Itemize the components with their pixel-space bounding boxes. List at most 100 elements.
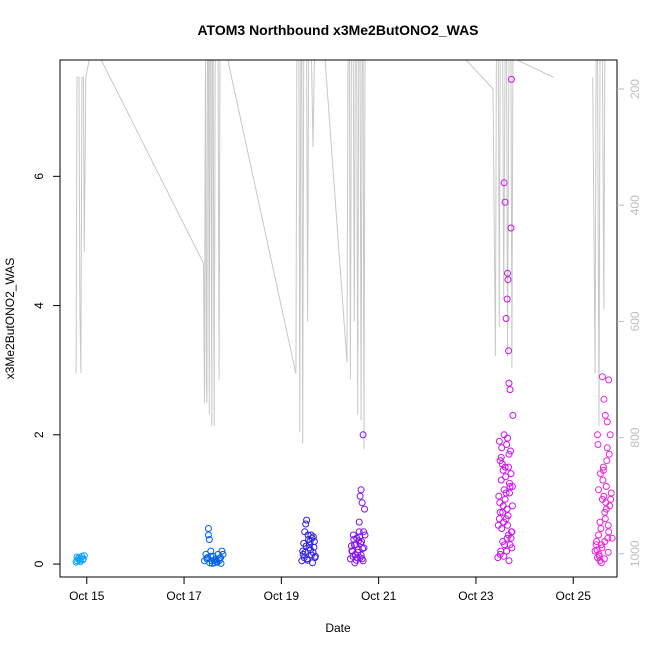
x-tick-label: Oct 25: [556, 589, 592, 603]
data-point: [350, 536, 358, 543]
data-point: [608, 534, 616, 542]
y2-tick-label: 600: [628, 311, 642, 331]
data-point: [594, 441, 602, 448]
data-point: [361, 505, 368, 513]
y-tick-label: 4: [32, 302, 46, 309]
data-point: [598, 373, 606, 381]
data-point: [498, 460, 506, 468]
pressure-line-layer: [75, 60, 608, 450]
data-point: [602, 505, 610, 513]
data-point: [502, 515, 510, 523]
data-point: [348, 547, 356, 555]
data-point: [597, 525, 605, 532]
data-point: [311, 554, 319, 562]
plot-frame: [59, 59, 618, 578]
data-point: [601, 411, 609, 419]
data-point: [507, 75, 515, 83]
data-point: [596, 557, 604, 565]
data-point: [500, 179, 508, 187]
data-point: [359, 431, 367, 439]
data-point: [596, 518, 604, 526]
data-point: [501, 198, 509, 206]
data-point: [299, 550, 307, 558]
x-tick-label: Oct 15: [69, 589, 105, 603]
data-point: [507, 447, 514, 455]
data-point: [219, 550, 227, 558]
pressure-line-segment: [100, 60, 222, 427]
data-point: [607, 495, 615, 503]
data-point: [216, 554, 224, 562]
y2-tick-label: 200: [628, 79, 642, 99]
data-point: [502, 473, 510, 481]
data-point: [310, 543, 318, 551]
data-point: [602, 483, 610, 490]
data-point: [599, 463, 607, 471]
y-tick-label: 0: [32, 560, 46, 567]
chart-title: ATOM3 Northbound x3Me2ButONO2_WAS: [197, 22, 478, 38]
data-point: [73, 553, 81, 561]
data-point: [508, 502, 516, 510]
data-point: [503, 441, 511, 448]
pressure-line-segment: [75, 60, 90, 374]
data-point: [347, 542, 355, 550]
pressure-line-segment: [592, 60, 608, 427]
data-point: [496, 550, 504, 558]
data-point: [509, 411, 517, 419]
data-point: [499, 466, 507, 474]
x-tick-label: Oct 17: [166, 589, 202, 603]
data-point: [506, 489, 513, 497]
data-point: [506, 386, 514, 394]
data-point: [359, 545, 367, 553]
data-point: [500, 552, 508, 560]
data-point: [508, 528, 516, 536]
data-point: [603, 418, 611, 426]
data-points-layer: [72, 75, 616, 567]
y-axis-label: x3Me2ButONO2_WAS: [3, 258, 17, 380]
data-point: [349, 552, 357, 560]
data-point: [505, 557, 513, 565]
y2-tick-label: 400: [628, 195, 642, 215]
data-point: [204, 531, 212, 539]
data-point: [499, 502, 507, 510]
data-point: [503, 295, 511, 303]
data-point: [593, 546, 601, 554]
data-point: [604, 521, 612, 529]
data-point: [594, 431, 601, 439]
data-point: [605, 376, 613, 384]
data-point: [79, 555, 87, 563]
data-point: [605, 528, 613, 536]
data-point: [499, 538, 507, 545]
pressure-line-segment: [227, 60, 317, 444]
y-tick-label: 2: [32, 431, 46, 438]
axes-layer: Oct 15 Oct 17 Oct 19 Oct 21 Oct 23 Oct 25 0 2 4 6…: [32, 59, 642, 603]
data-point: [600, 492, 608, 500]
data-point: [505, 450, 513, 458]
x-axis-label: Date: [325, 621, 351, 635]
pressure-line-segment: [403, 60, 555, 368]
x-tick-label: Oct 21: [361, 589, 397, 603]
data-point: [356, 533, 364, 541]
data-point: [302, 520, 310, 528]
data-point: [593, 538, 601, 545]
data-point: [499, 508, 507, 516]
x-tick-label: Oct 19: [264, 589, 300, 603]
data-point: [605, 450, 613, 458]
data-point: [217, 559, 225, 567]
data-point: [505, 347, 512, 355]
data-point: [501, 495, 509, 503]
data-point: [597, 559, 605, 567]
data-point: [497, 476, 505, 484]
data-point: [301, 548, 309, 556]
data-point: [495, 492, 503, 500]
data-point: [303, 516, 311, 524]
data-point: [603, 444, 611, 452]
data-point: [494, 521, 502, 529]
y-tick-label: 6: [32, 173, 46, 180]
data-point: [599, 476, 607, 484]
data-point: [306, 538, 314, 545]
data-point: [505, 463, 512, 471]
data-point: [502, 315, 510, 322]
